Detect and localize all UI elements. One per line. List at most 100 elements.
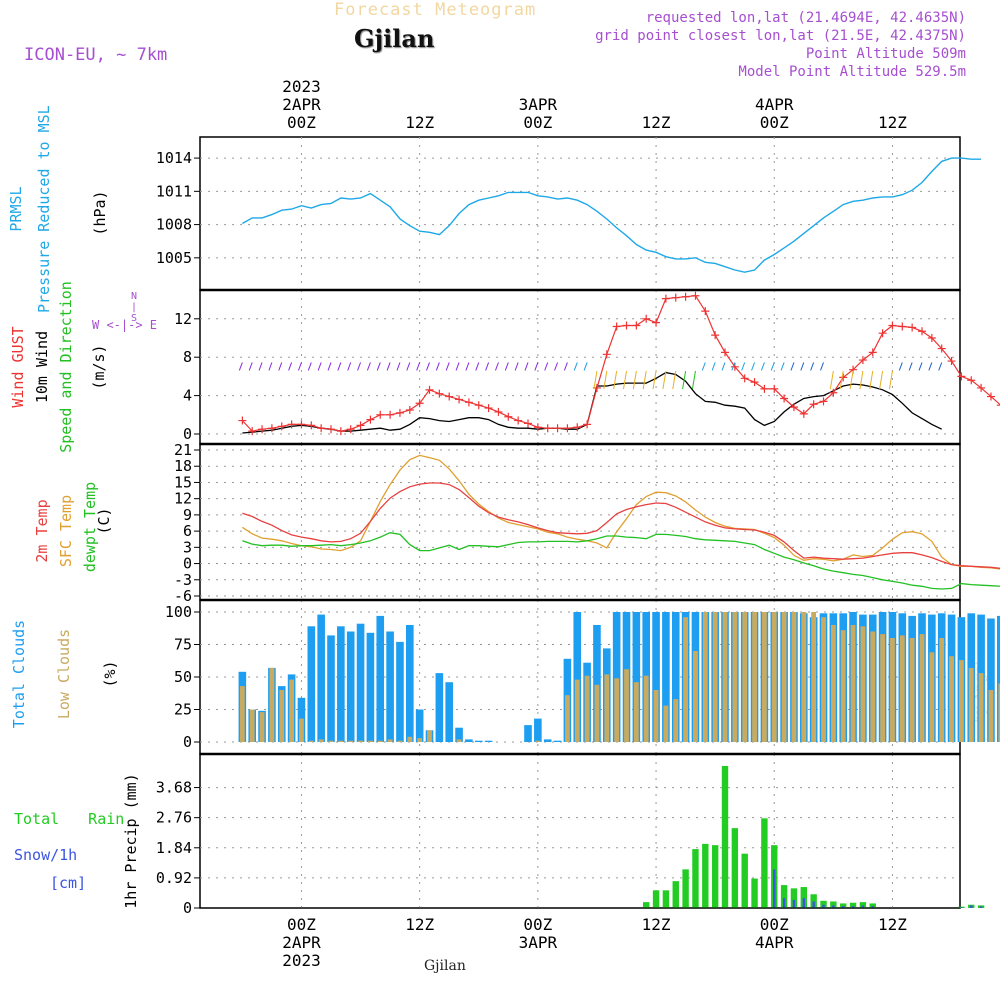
y-tick-label: -6 — [174, 587, 192, 605]
low-cloud-bar — [387, 739, 393, 742]
wind-arrow — [918, 362, 923, 371]
top-day-label: 2APR — [282, 95, 321, 114]
wind-arrow — [445, 362, 450, 371]
low-cloud-bar — [771, 612, 777, 742]
total-cloud-bar — [445, 682, 454, 742]
y-tick-label: 0.92 — [156, 869, 192, 887]
low-cloud-bar — [338, 740, 344, 742]
wind-arrow — [406, 362, 411, 371]
low-cloud-bar — [643, 675, 649, 742]
rain-bar — [830, 901, 837, 908]
bottom-time-label: 00Z — [287, 915, 316, 934]
gust-marker — [642, 314, 651, 323]
model-name: ICON-EU, ~ 7km — [24, 45, 168, 65]
wind-arrow — [504, 362, 509, 371]
gust-marker — [386, 410, 395, 419]
wind-arrow — [366, 362, 371, 371]
wind-arrow — [426, 362, 430, 371]
y-tick-label: 0 — [183, 899, 192, 917]
low-cloud-bar — [890, 638, 895, 742]
gust-marker — [977, 383, 986, 392]
gust-marker — [937, 344, 946, 353]
gust-marker — [898, 322, 907, 331]
y-tick-label: 21 — [174, 441, 192, 459]
gust-marker — [336, 427, 345, 436]
gust-marker — [415, 399, 424, 408]
wind-arrow — [248, 362, 253, 371]
low-cloud-bar — [318, 739, 324, 742]
low-cloud-bar — [909, 638, 915, 742]
low-cloud-bar — [978, 673, 984, 742]
gust-marker — [799, 409, 808, 418]
gust-marker — [740, 374, 749, 383]
gust-marker — [267, 424, 276, 433]
wind-arrow — [849, 370, 854, 390]
top-time-label: 00Z — [760, 113, 789, 132]
wind-arrow — [475, 362, 480, 371]
total-cloud-bar — [652, 612, 660, 742]
low-cloud-bar — [801, 612, 807, 742]
low-cloud-bar — [791, 612, 797, 742]
bottom-day-label: 2APR — [282, 933, 321, 952]
total-cloud-bar — [593, 625, 601, 742]
wind-arrow — [563, 362, 568, 371]
rain-bar — [840, 903, 847, 908]
snow-bar — [979, 906, 983, 908]
snow-bar — [822, 904, 825, 908]
snow-bar — [792, 899, 796, 908]
top-day-label: 3APR — [519, 95, 558, 114]
wind-arrow — [524, 362, 529, 371]
y-tick-label: 2.76 — [156, 809, 192, 827]
total-cloud-bar — [415, 709, 424, 742]
gust-marker — [455, 395, 464, 404]
low-cloud-bar — [929, 652, 935, 742]
low-cloud-bar — [614, 678, 620, 742]
gust-marker — [366, 415, 375, 424]
gust-marker — [445, 392, 454, 401]
gust-marker — [435, 389, 444, 398]
gust-marker — [376, 410, 385, 419]
low-cloud-bar — [299, 718, 304, 742]
bottom-time-label: 12Z — [405, 915, 434, 934]
total-cloud-bar — [327, 635, 335, 742]
total-cloud-bar — [997, 615, 1000, 742]
wind-arrow — [800, 362, 805, 371]
low-cloud-bar — [880, 634, 886, 742]
total-cloud-bar — [662, 612, 670, 742]
low-cloud-bar — [289, 679, 295, 742]
rain-bar — [859, 902, 867, 908]
y-tick-label: 50 — [174, 668, 192, 686]
low-cloud-bar — [535, 740, 541, 742]
grid-point-coords: grid point closest lon,lat (21.5E, 42.43… — [595, 28, 966, 44]
gust-marker — [405, 406, 414, 414]
wind-arrow — [544, 362, 549, 371]
panel-frame-precipitation — [199, 753, 961, 909]
wind-arrow — [711, 362, 716, 371]
wind-arrow — [613, 370, 618, 390]
total-cloud-bar — [632, 612, 641, 742]
low-cloud-bar — [673, 699, 679, 742]
gust-marker — [533, 423, 542, 432]
wind-arrow — [869, 370, 874, 390]
panel-frame-wind — [199, 289, 961, 445]
gust-marker — [996, 404, 1000, 406]
wind-arrow — [662, 370, 667, 390]
wind-arrow — [682, 370, 687, 390]
wind-arrow — [898, 362, 903, 371]
wind-arrow — [691, 370, 696, 390]
rain-bar — [692, 849, 699, 908]
low-cloud-bar — [830, 625, 836, 742]
low-cloud-bar — [850, 625, 856, 742]
low-cloud-bar — [722, 612, 728, 742]
low-cloud-bar — [456, 739, 462, 742]
wind-arrow — [337, 362, 342, 371]
rain-bar — [662, 890, 670, 908]
wind-arrow — [731, 362, 736, 371]
rain-bar — [672, 881, 679, 908]
gust-marker — [671, 293, 680, 302]
bottom-day-label: 4APR — [755, 933, 794, 952]
top-time-label: 12Z — [878, 113, 907, 132]
gust-marker — [297, 420, 306, 429]
snow-bar — [773, 869, 776, 908]
rain-bar — [711, 845, 719, 908]
